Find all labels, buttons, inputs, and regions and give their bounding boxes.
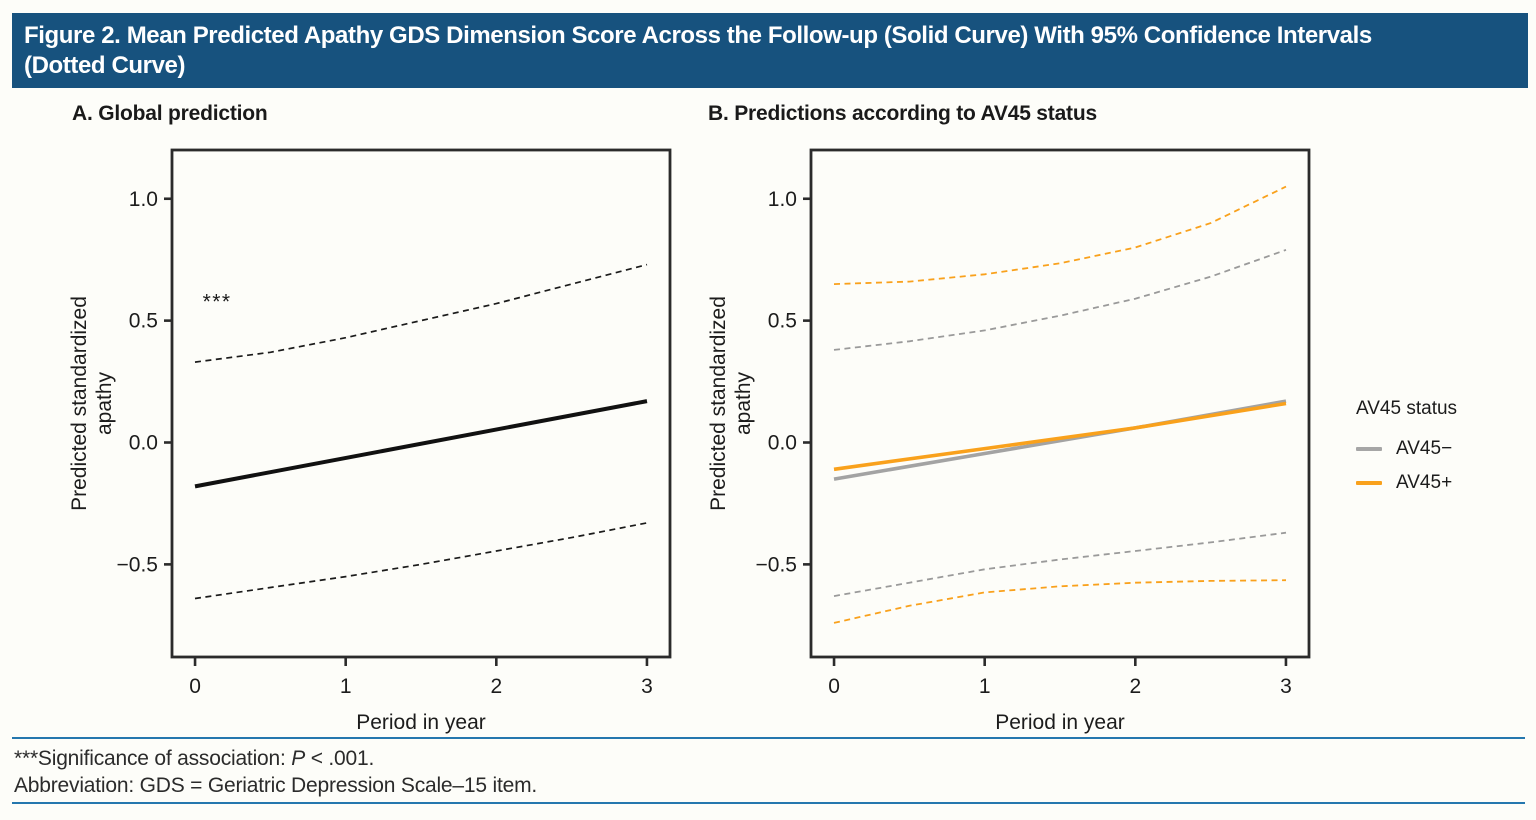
x-axis-label: Period in year <box>356 711 486 734</box>
significance-note: ***Significance of association: P < .001… <box>14 747 375 770</box>
y-axis-label: apathy <box>732 371 755 435</box>
x-tick-label: 3 <box>641 675 653 698</box>
plot-border <box>809 148 1311 659</box>
y-tick-label: 0.5 <box>768 310 797 333</box>
av45neg-line-swatch <box>1356 447 1382 451</box>
footnote-top-rule <box>12 737 1525 739</box>
x-tick-label: 1 <box>979 675 991 698</box>
legend-item-av45pos: AV45+ <box>1356 466 1526 500</box>
footnote-bottom-rule <box>12 802 1525 804</box>
x-tick-label: 2 <box>1129 675 1141 698</box>
x-tick-label: 0 <box>828 675 840 698</box>
series-av45pos-ci-upper <box>833 185 1287 285</box>
y-tick-label: 0.5 <box>129 310 158 333</box>
figure-title-line1: Figure 2. Mean Predicted Apathy GDS Dime… <box>24 22 1372 49</box>
legend-label-av45pos: AV45+ <box>1396 472 1453 493</box>
series-av45neg-ci-lower <box>833 531 1287 597</box>
y-axis-label: apathy <box>93 371 116 435</box>
y-tick-label: 1.0 <box>129 188 158 211</box>
figure-title-band: Figure 2. Mean Predicted Apathy GDS Dime… <box>12 13 1528 88</box>
global-prediction-plot: 0 1 2 3 1.0 0.5 0.0 −0.5 Period in year Predicted… <box>68 148 672 734</box>
av45pos-line-swatch <box>1356 481 1382 485</box>
av45-predictions-plot: 0 1 2 3 1.0 0.5 0.0 −0.5 Period in year Predicted… <box>707 148 1311 734</box>
panel-a-heading: A. Global prediction <box>72 102 268 125</box>
x-axis-label: Period in year <box>995 711 1125 734</box>
p-value-symbol: P <box>291 747 306 770</box>
x-tick-label: 0 <box>189 675 201 698</box>
x-tick-label: 1 <box>340 675 352 698</box>
y-tick-label: 1.0 <box>768 188 797 211</box>
legend-label-av45neg: AV45− <box>1396 438 1453 459</box>
legend-item-av45neg: AV45− <box>1356 432 1526 466</box>
y-axis-label: Predicted standardized <box>68 296 91 511</box>
x-tick-label: 2 <box>490 675 502 698</box>
panel-a-chart: 0 1 2 3 1.0 0.5 0.0 −0.5 Period in year Predicted… <box>60 140 720 740</box>
abbreviation-note: Abbreviation: GDS = Geriatric Depression… <box>14 774 537 797</box>
series-ci-lower <box>194 522 648 600</box>
y-tick-label: 0.0 <box>768 432 797 455</box>
series-mean <box>194 399 648 489</box>
panel-b-heading: B. Predictions according to AV45 status <box>708 102 1097 125</box>
series-ci-upper <box>194 263 648 363</box>
footnote: ***Significance of association: P < .001… <box>14 745 537 799</box>
y-tick-label: −0.5 <box>117 553 158 576</box>
plot-border <box>170 148 672 659</box>
figure-title-line2: (Dotted Curve) <box>24 52 186 79</box>
y-axis-label: Predicted standardized <box>707 296 730 511</box>
y-tick-label: 0.0 <box>129 432 158 455</box>
panel-b-chart: 0 1 2 3 1.0 0.5 0.0 −0.5 Period in year Predicted… <box>699 140 1359 740</box>
series-av45pos-ci-lower <box>833 579 1287 624</box>
legend-title: AV45 status <box>1356 398 1458 419</box>
significance-annotation: *** <box>203 290 232 313</box>
series-av45pos-mean <box>833 401 1287 472</box>
y-tick-label: −0.5 <box>756 553 797 576</box>
x-tick-label: 3 <box>1280 675 1292 698</box>
series-av45neg-ci-upper <box>833 249 1287 351</box>
av45-legend: AV45 status AV45− AV45+ <box>1356 398 1526 500</box>
